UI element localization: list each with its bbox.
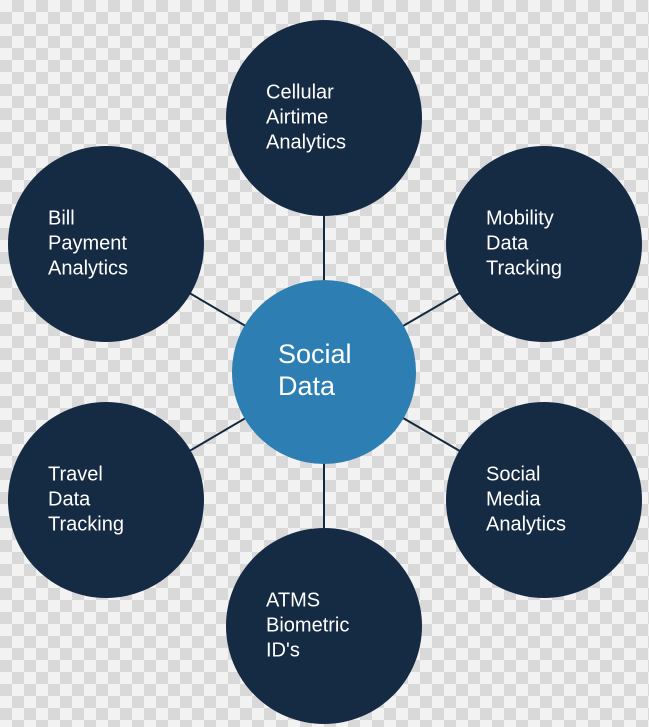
- node-label-social-media-line0: Social: [486, 463, 540, 485]
- node-label-atms-line2: ID's: [266, 639, 300, 661]
- node-label-cellular-line2: Analytics: [266, 131, 346, 153]
- node-social-media: Social Media Analytics: [446, 402, 642, 598]
- node-bill: Bill Payment Analytics: [8, 146, 204, 342]
- node-label-mobility-line0: Mobility: [486, 207, 554, 229]
- node-circle-mobility: [446, 146, 642, 342]
- node-label-atms-line0: ATMS: [266, 589, 320, 611]
- node-label-travel-line0: Travel: [48, 463, 103, 485]
- radial-diagram: Cellular Airtime Analytics Mobility Data Trac…: [0, 0, 649, 727]
- diagram-canvas: Cellular Airtime Analytics Mobility Data Trac…: [0, 0, 649, 727]
- center-label-line1: Data: [278, 371, 336, 401]
- node-label-cellular-line1: Airtime: [266, 106, 328, 128]
- node-label-atms-line1: Biometric: [266, 614, 349, 636]
- center-node: SocialData: [232, 280, 416, 464]
- node-label-bill-line2: Analytics: [48, 257, 128, 279]
- node-label-mobility-line1: Data: [486, 232, 529, 254]
- node-label-mobility-line2: Tracking: [486, 257, 562, 279]
- node-label-bill-line0: Bill: [48, 207, 75, 229]
- node-circle-social-media: [446, 402, 642, 598]
- node-label-cellular-line0: Cellular: [266, 81, 334, 103]
- node-atms: ATMS Biometric ID's: [226, 528, 422, 724]
- node-label-bill-line1: Payment: [48, 232, 127, 254]
- node-label-travel-line1: Data: [48, 488, 91, 510]
- node-label-social-media-line1: Media: [486, 488, 541, 510]
- node-label-travel-line2: Tracking: [48, 513, 124, 535]
- node-cellular: Cellular Airtime Analytics: [226, 20, 422, 216]
- center-label-line0: Social: [278, 339, 352, 369]
- node-travel: Travel Data Tracking: [8, 402, 204, 598]
- node-mobility: Mobility Data Tracking: [446, 146, 642, 342]
- node-label-social-media-line2: Analytics: [486, 513, 566, 535]
- node-circle-travel: [8, 402, 204, 598]
